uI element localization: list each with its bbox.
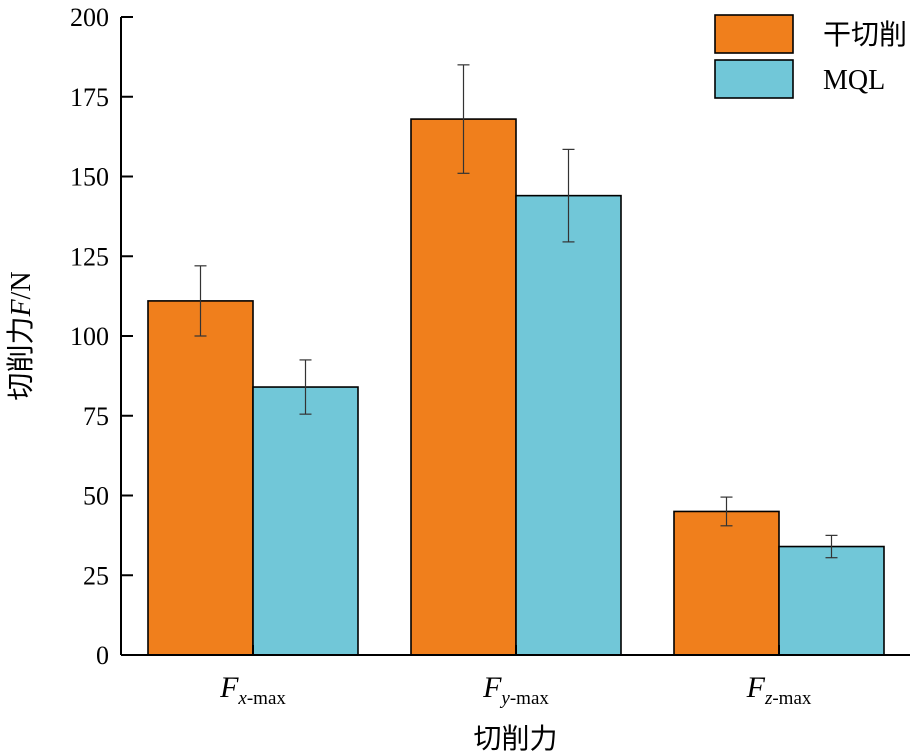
y-axis-title-unit: /N — [6, 271, 37, 299]
y-axis-title-prefix: 切削力 — [4, 317, 37, 401]
x-axis-title: 切削力 — [473, 722, 557, 755]
y-tick-label: 200 — [70, 3, 109, 32]
y-axis-title-var: F — [6, 299, 37, 318]
category-main: F — [219, 671, 239, 704]
x-category-labels: Fx-max Fy-max Fz-max — [219, 645, 812, 709]
y-axis-title: 切削力F/N — [4, 271, 37, 400]
y-tick-label: 0 — [96, 641, 109, 670]
category-sub-var: x — [237, 688, 247, 709]
bar-dry-2 — [673, 510, 780, 656]
category-sub-rest: -max — [510, 688, 550, 709]
category-sub-var: z — [764, 688, 773, 709]
error-bars-group — [194, 64, 838, 559]
bar-mql-2 — [778, 545, 885, 656]
category-sub-rest: -max — [772, 688, 812, 709]
legend-swatch-dry — [714, 14, 794, 54]
y-tick-label: 25 — [83, 561, 109, 590]
category-main: F — [482, 671, 502, 704]
bar-mql-0 — [252, 386, 359, 656]
legend-swatch-mql — [714, 59, 794, 99]
category-sub-var: y — [499, 688, 510, 709]
x-category-label: Fy-max — [482, 671, 549, 709]
y-tick-label: 50 — [83, 482, 109, 511]
legend-label-mql: MQL — [823, 65, 885, 96]
y-ticks-group: 0 25 50 75 100 125 150 175 200 — [70, 3, 133, 670]
bar-mql-1 — [515, 194, 622, 656]
legend: 干切削 MQL — [714, 14, 907, 99]
y-tick-label: 150 — [70, 163, 109, 192]
bar-dry-0 — [147, 300, 254, 656]
bar-dry-1 — [410, 118, 517, 656]
x-category-label: Fz-max — [746, 671, 812, 709]
legend-label-dry: 干切削 — [823, 19, 907, 51]
y-tick-label: 100 — [70, 322, 109, 351]
category-sub-rest: -max — [247, 688, 287, 709]
category-main: F — [746, 671, 766, 704]
y-tick-label: 125 — [70, 242, 109, 271]
x-category-label: Fx-max — [219, 671, 286, 709]
y-tick-label: 75 — [83, 402, 109, 431]
bars-group — [147, 118, 885, 656]
y-tick-label: 175 — [70, 83, 109, 112]
